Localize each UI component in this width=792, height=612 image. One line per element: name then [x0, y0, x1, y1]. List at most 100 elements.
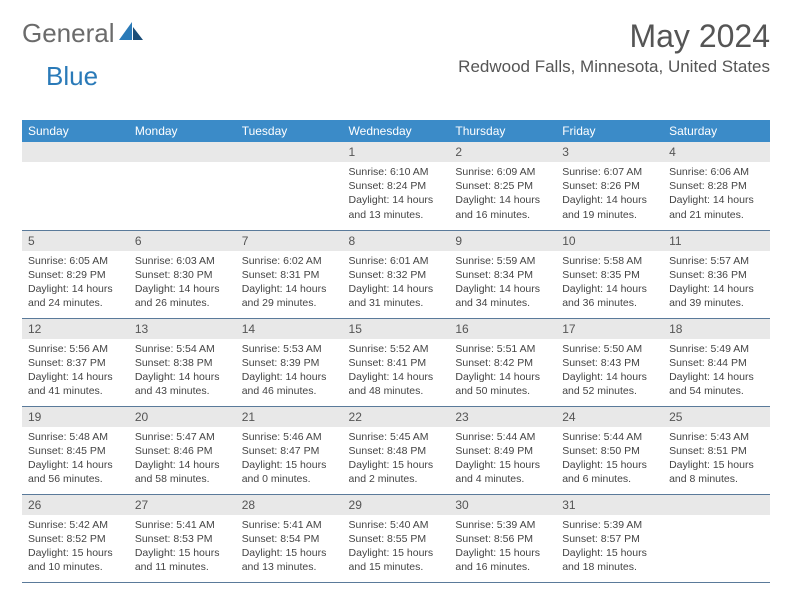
daylight-line2: and 13 minutes.	[349, 208, 444, 222]
day-cell: 20Sunrise: 5:47 AMSunset: 8:46 PMDayligh…	[129, 406, 236, 494]
sunset-text: Sunset: 8:44 PM	[669, 356, 764, 370]
sunrise-text: Sunrise: 5:52 AM	[349, 342, 444, 356]
day-number: 4	[663, 142, 770, 162]
sunset-text: Sunset: 8:35 PM	[562, 268, 657, 282]
sunrise-text: Sunrise: 5:48 AM	[28, 430, 123, 444]
sunrise-text: Sunrise: 5:47 AM	[135, 430, 230, 444]
daylight-line1: Daylight: 14 hours	[349, 282, 444, 296]
day-number: 24	[556, 407, 663, 427]
sunset-text: Sunset: 8:55 PM	[349, 532, 444, 546]
day-sun-info: Sunrise: 5:42 AMSunset: 8:52 PMDaylight:…	[22, 515, 129, 579]
day-cell: 16Sunrise: 5:51 AMSunset: 8:42 PMDayligh…	[449, 318, 556, 406]
day-sun-info: Sunrise: 5:41 AMSunset: 8:54 PMDaylight:…	[236, 515, 343, 579]
day-cell: 5Sunrise: 6:05 AMSunset: 8:29 PMDaylight…	[22, 230, 129, 318]
day-header-saturday: Saturday	[663, 120, 770, 142]
sunset-text: Sunset: 8:52 PM	[28, 532, 123, 546]
empty-day-cell	[129, 142, 236, 230]
daylight-line1: Daylight: 14 hours	[28, 458, 123, 472]
sunset-text: Sunset: 8:43 PM	[562, 356, 657, 370]
day-header-sunday: Sunday	[22, 120, 129, 142]
day-number: 9	[449, 231, 556, 251]
daylight-line1: Daylight: 14 hours	[135, 370, 230, 384]
day-sun-info: Sunrise: 5:54 AMSunset: 8:38 PMDaylight:…	[129, 339, 236, 403]
daylight-line2: and 52 minutes.	[562, 384, 657, 398]
daylight-line1: Daylight: 14 hours	[669, 282, 764, 296]
daylight-line2: and 31 minutes.	[349, 296, 444, 310]
day-sun-info: Sunrise: 5:46 AMSunset: 8:47 PMDaylight:…	[236, 427, 343, 491]
day-number: 27	[129, 495, 236, 515]
sunrise-text: Sunrise: 5:54 AM	[135, 342, 230, 356]
day-cell: 27Sunrise: 5:41 AMSunset: 8:53 PMDayligh…	[129, 494, 236, 582]
day-sun-info: Sunrise: 5:50 AMSunset: 8:43 PMDaylight:…	[556, 339, 663, 403]
sunset-text: Sunset: 8:48 PM	[349, 444, 444, 458]
day-number: 14	[236, 319, 343, 339]
sunrise-text: Sunrise: 5:59 AM	[455, 254, 550, 268]
day-header-monday: Monday	[129, 120, 236, 142]
day-sun-info: Sunrise: 6:02 AMSunset: 8:31 PMDaylight:…	[236, 251, 343, 315]
daylight-line1: Daylight: 14 hours	[669, 370, 764, 384]
daylight-line1: Daylight: 14 hours	[135, 458, 230, 472]
day-number: 28	[236, 495, 343, 515]
sunset-text: Sunset: 8:36 PM	[669, 268, 764, 282]
daylight-line2: and 15 minutes.	[349, 560, 444, 574]
day-number: 23	[449, 407, 556, 427]
day-number: 25	[663, 407, 770, 427]
sunset-text: Sunset: 8:49 PM	[455, 444, 550, 458]
sunrise-text: Sunrise: 6:07 AM	[562, 165, 657, 179]
daylight-line1: Daylight: 15 hours	[349, 458, 444, 472]
day-sun-info: Sunrise: 5:59 AMSunset: 8:34 PMDaylight:…	[449, 251, 556, 315]
daylight-line1: Daylight: 15 hours	[349, 546, 444, 560]
sunset-text: Sunset: 8:53 PM	[135, 532, 230, 546]
day-cell: 4Sunrise: 6:06 AMSunset: 8:28 PMDaylight…	[663, 142, 770, 230]
sunset-text: Sunset: 8:29 PM	[28, 268, 123, 282]
daylight-line2: and 4 minutes.	[455, 472, 550, 486]
sail-icon	[119, 22, 145, 47]
daylight-line1: Daylight: 15 hours	[669, 458, 764, 472]
daylight-line2: and 18 minutes.	[562, 560, 657, 574]
sunrise-text: Sunrise: 6:02 AM	[242, 254, 337, 268]
daylight-line1: Daylight: 15 hours	[455, 546, 550, 560]
sunrise-text: Sunrise: 6:10 AM	[349, 165, 444, 179]
sunrise-text: Sunrise: 5:40 AM	[349, 518, 444, 532]
day-number	[22, 142, 129, 162]
daylight-line1: Daylight: 14 hours	[562, 282, 657, 296]
day-number: 19	[22, 407, 129, 427]
sunrise-text: Sunrise: 5:45 AM	[349, 430, 444, 444]
day-number: 18	[663, 319, 770, 339]
daylight-line1: Daylight: 15 hours	[562, 458, 657, 472]
day-cell: 2Sunrise: 6:09 AMSunset: 8:25 PMDaylight…	[449, 142, 556, 230]
day-number: 2	[449, 142, 556, 162]
day-number: 30	[449, 495, 556, 515]
day-sun-info: Sunrise: 5:51 AMSunset: 8:42 PMDaylight:…	[449, 339, 556, 403]
day-sun-info: Sunrise: 6:05 AMSunset: 8:29 PMDaylight:…	[22, 251, 129, 315]
day-sun-info: Sunrise: 5:45 AMSunset: 8:48 PMDaylight:…	[343, 427, 450, 491]
sunset-text: Sunset: 8:38 PM	[135, 356, 230, 370]
day-cell: 28Sunrise: 5:41 AMSunset: 8:54 PMDayligh…	[236, 494, 343, 582]
sunrise-text: Sunrise: 5:39 AM	[562, 518, 657, 532]
day-cell: 18Sunrise: 5:49 AMSunset: 8:44 PMDayligh…	[663, 318, 770, 406]
daylight-line1: Daylight: 14 hours	[349, 370, 444, 384]
day-cell: 24Sunrise: 5:44 AMSunset: 8:50 PMDayligh…	[556, 406, 663, 494]
brand-logo: General	[22, 18, 147, 49]
daylight-line2: and 13 minutes.	[242, 560, 337, 574]
sunrise-text: Sunrise: 6:01 AM	[349, 254, 444, 268]
sunrise-text: Sunrise: 5:43 AM	[669, 430, 764, 444]
day-number: 31	[556, 495, 663, 515]
sunrise-text: Sunrise: 5:39 AM	[455, 518, 550, 532]
day-number: 15	[343, 319, 450, 339]
day-sun-info: Sunrise: 5:53 AMSunset: 8:39 PMDaylight:…	[236, 339, 343, 403]
daylight-line2: and 36 minutes.	[562, 296, 657, 310]
sunset-text: Sunset: 8:31 PM	[242, 268, 337, 282]
day-cell: 22Sunrise: 5:45 AMSunset: 8:48 PMDayligh…	[343, 406, 450, 494]
day-sun-info: Sunrise: 5:41 AMSunset: 8:53 PMDaylight:…	[129, 515, 236, 579]
sunrise-text: Sunrise: 6:05 AM	[28, 254, 123, 268]
daylight-line2: and 19 minutes.	[562, 208, 657, 222]
daylight-line1: Daylight: 14 hours	[669, 193, 764, 207]
day-sun-info: Sunrise: 5:56 AMSunset: 8:37 PMDaylight:…	[22, 339, 129, 403]
daylight-line2: and 56 minutes.	[28, 472, 123, 486]
day-sun-info: Sunrise: 6:09 AMSunset: 8:25 PMDaylight:…	[449, 162, 556, 226]
sunset-text: Sunset: 8:34 PM	[455, 268, 550, 282]
brand-blue: Blue	[46, 61, 98, 91]
day-cell: 3Sunrise: 6:07 AMSunset: 8:26 PMDaylight…	[556, 142, 663, 230]
empty-day-cell	[663, 494, 770, 582]
